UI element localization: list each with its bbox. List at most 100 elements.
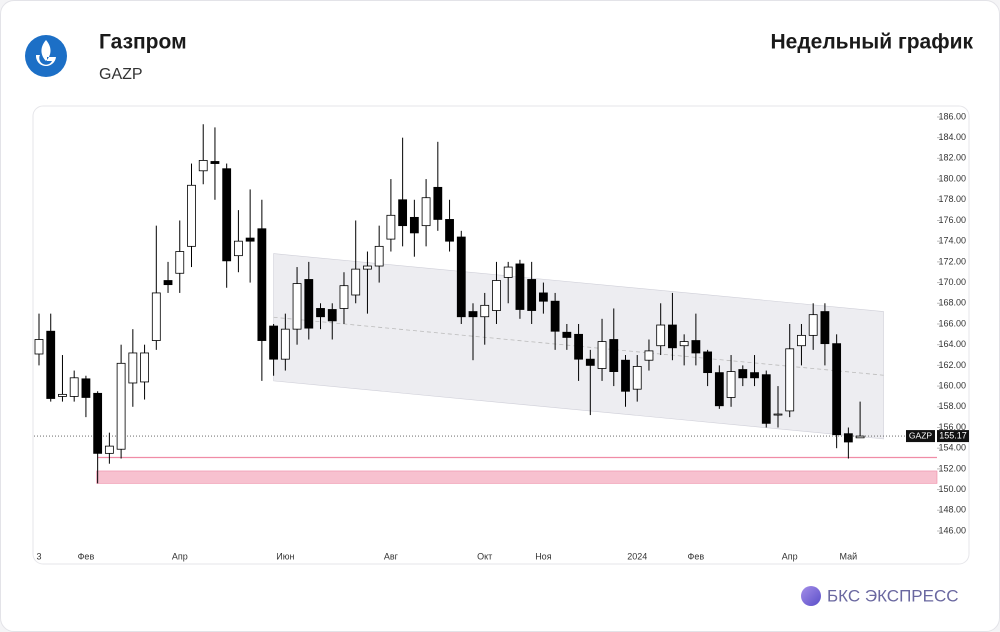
candle-body [339, 285, 349, 309]
candle-body [351, 268, 361, 296]
x-tick-label: Окт [477, 551, 492, 561]
candle-body [855, 435, 865, 439]
candle-body [140, 352, 149, 383]
candle-body [445, 219, 454, 242]
candle-body [632, 366, 642, 390]
candle-body [187, 184, 196, 247]
price-tag-name-bg [906, 430, 935, 443]
candle-body [128, 352, 138, 384]
y-tick-label: 170.00 [938, 277, 966, 287]
candle-body [175, 251, 185, 274]
y-tick-label: 162.00 [938, 360, 966, 370]
x-tick-label: Ноя [535, 551, 552, 561]
candle-body [562, 331, 572, 338]
y-tick-label: 178.00 [938, 194, 966, 204]
x-tick-label: Апр [172, 551, 188, 561]
y-tick-label: 182.00 [938, 153, 966, 163]
support-zone [96, 470, 938, 484]
candle-body [421, 197, 431, 227]
candle-body [34, 339, 44, 355]
candle-body [398, 199, 408, 227]
candle-body [327, 309, 337, 322]
candle-body [456, 236, 466, 318]
company-name: Газпром [99, 31, 187, 54]
candle-body [46, 330, 56, 399]
y-tick-label: 150.00 [938, 484, 966, 494]
y-tick-label: 154.00 [938, 443, 966, 453]
candle-body [198, 160, 208, 172]
candle-body [820, 311, 830, 345]
logo-mark [35, 40, 56, 67]
candle-body [210, 161, 220, 164]
candle-body [703, 351, 713, 374]
x-tick-label: 3 [36, 551, 41, 561]
price-tag-value: 155.17 [939, 430, 967, 440]
y-tick-label: 148.00 [938, 505, 966, 515]
candle-body [750, 372, 759, 379]
y-tick-label: 168.00 [938, 298, 966, 308]
candle-body [597, 341, 607, 369]
y-tick-label: 164.00 [938, 339, 966, 349]
y-tick-label: 152.00 [938, 463, 966, 473]
candle-body [808, 314, 818, 336]
candle-body [104, 445, 114, 454]
candle-body [726, 371, 736, 398]
candle-body [81, 378, 91, 398]
y-tick-label: 184.00 [938, 132, 966, 142]
y-tick-label: 172.00 [938, 256, 966, 266]
y-tick-label: 156.00 [938, 422, 966, 432]
candle-body [304, 279, 314, 329]
price-tag-bg [937, 430, 969, 443]
candle-body [69, 377, 79, 397]
candle-body [386, 214, 396, 240]
y-tick-label: 180.00 [938, 173, 966, 183]
candle-body [668, 324, 677, 349]
candle-body [492, 280, 501, 311]
candle-body [797, 334, 806, 347]
x-tick-label: Май [840, 551, 858, 561]
candle-body [363, 265, 372, 270]
candle-body [585, 358, 595, 366]
x-tick-label: Фев [78, 551, 95, 561]
candle-body [292, 283, 302, 330]
candle-body [409, 216, 419, 234]
candle-body [609, 339, 619, 372]
x-tick-label: Фев [688, 551, 705, 561]
y-tick-label: 174.00 [938, 236, 966, 246]
y-tick-label: 186.00 [938, 111, 966, 121]
price-tag-name: GAZP [909, 430, 932, 440]
x-tick-label: Апр [782, 551, 798, 561]
candle-body [116, 362, 126, 450]
candle-body [163, 280, 173, 286]
candle-body [515, 263, 525, 310]
candle-body [222, 168, 232, 262]
candle-body [773, 413, 783, 416]
candle-body [761, 374, 771, 424]
candle-body [151, 292, 161, 341]
candle-body [280, 328, 290, 360]
y-tick-label: 160.00 [938, 380, 966, 390]
brand: БКС ЭКСПРЕСС [827, 586, 959, 605]
candle-body [550, 300, 560, 332]
candle-body [691, 340, 701, 354]
candle-body [316, 308, 325, 318]
candle-body [269, 325, 279, 360]
brand-logo [801, 586, 821, 606]
candle-body [574, 333, 583, 360]
candle-body [245, 237, 255, 242]
period: Недельный график [770, 31, 973, 54]
candle-body [644, 350, 654, 361]
candle-body [785, 348, 795, 412]
candle-body [832, 343, 842, 436]
candle-body [433, 186, 443, 220]
candle-body [468, 311, 478, 318]
candle-body [843, 433, 853, 443]
candle-body [527, 279, 537, 311]
y-tick-label: 146.00 [938, 525, 966, 535]
y-tick-label: 166.00 [938, 318, 966, 328]
candle-body [714, 372, 724, 407]
candle-body [679, 341, 689, 347]
x-tick-label: Июн [276, 551, 294, 561]
